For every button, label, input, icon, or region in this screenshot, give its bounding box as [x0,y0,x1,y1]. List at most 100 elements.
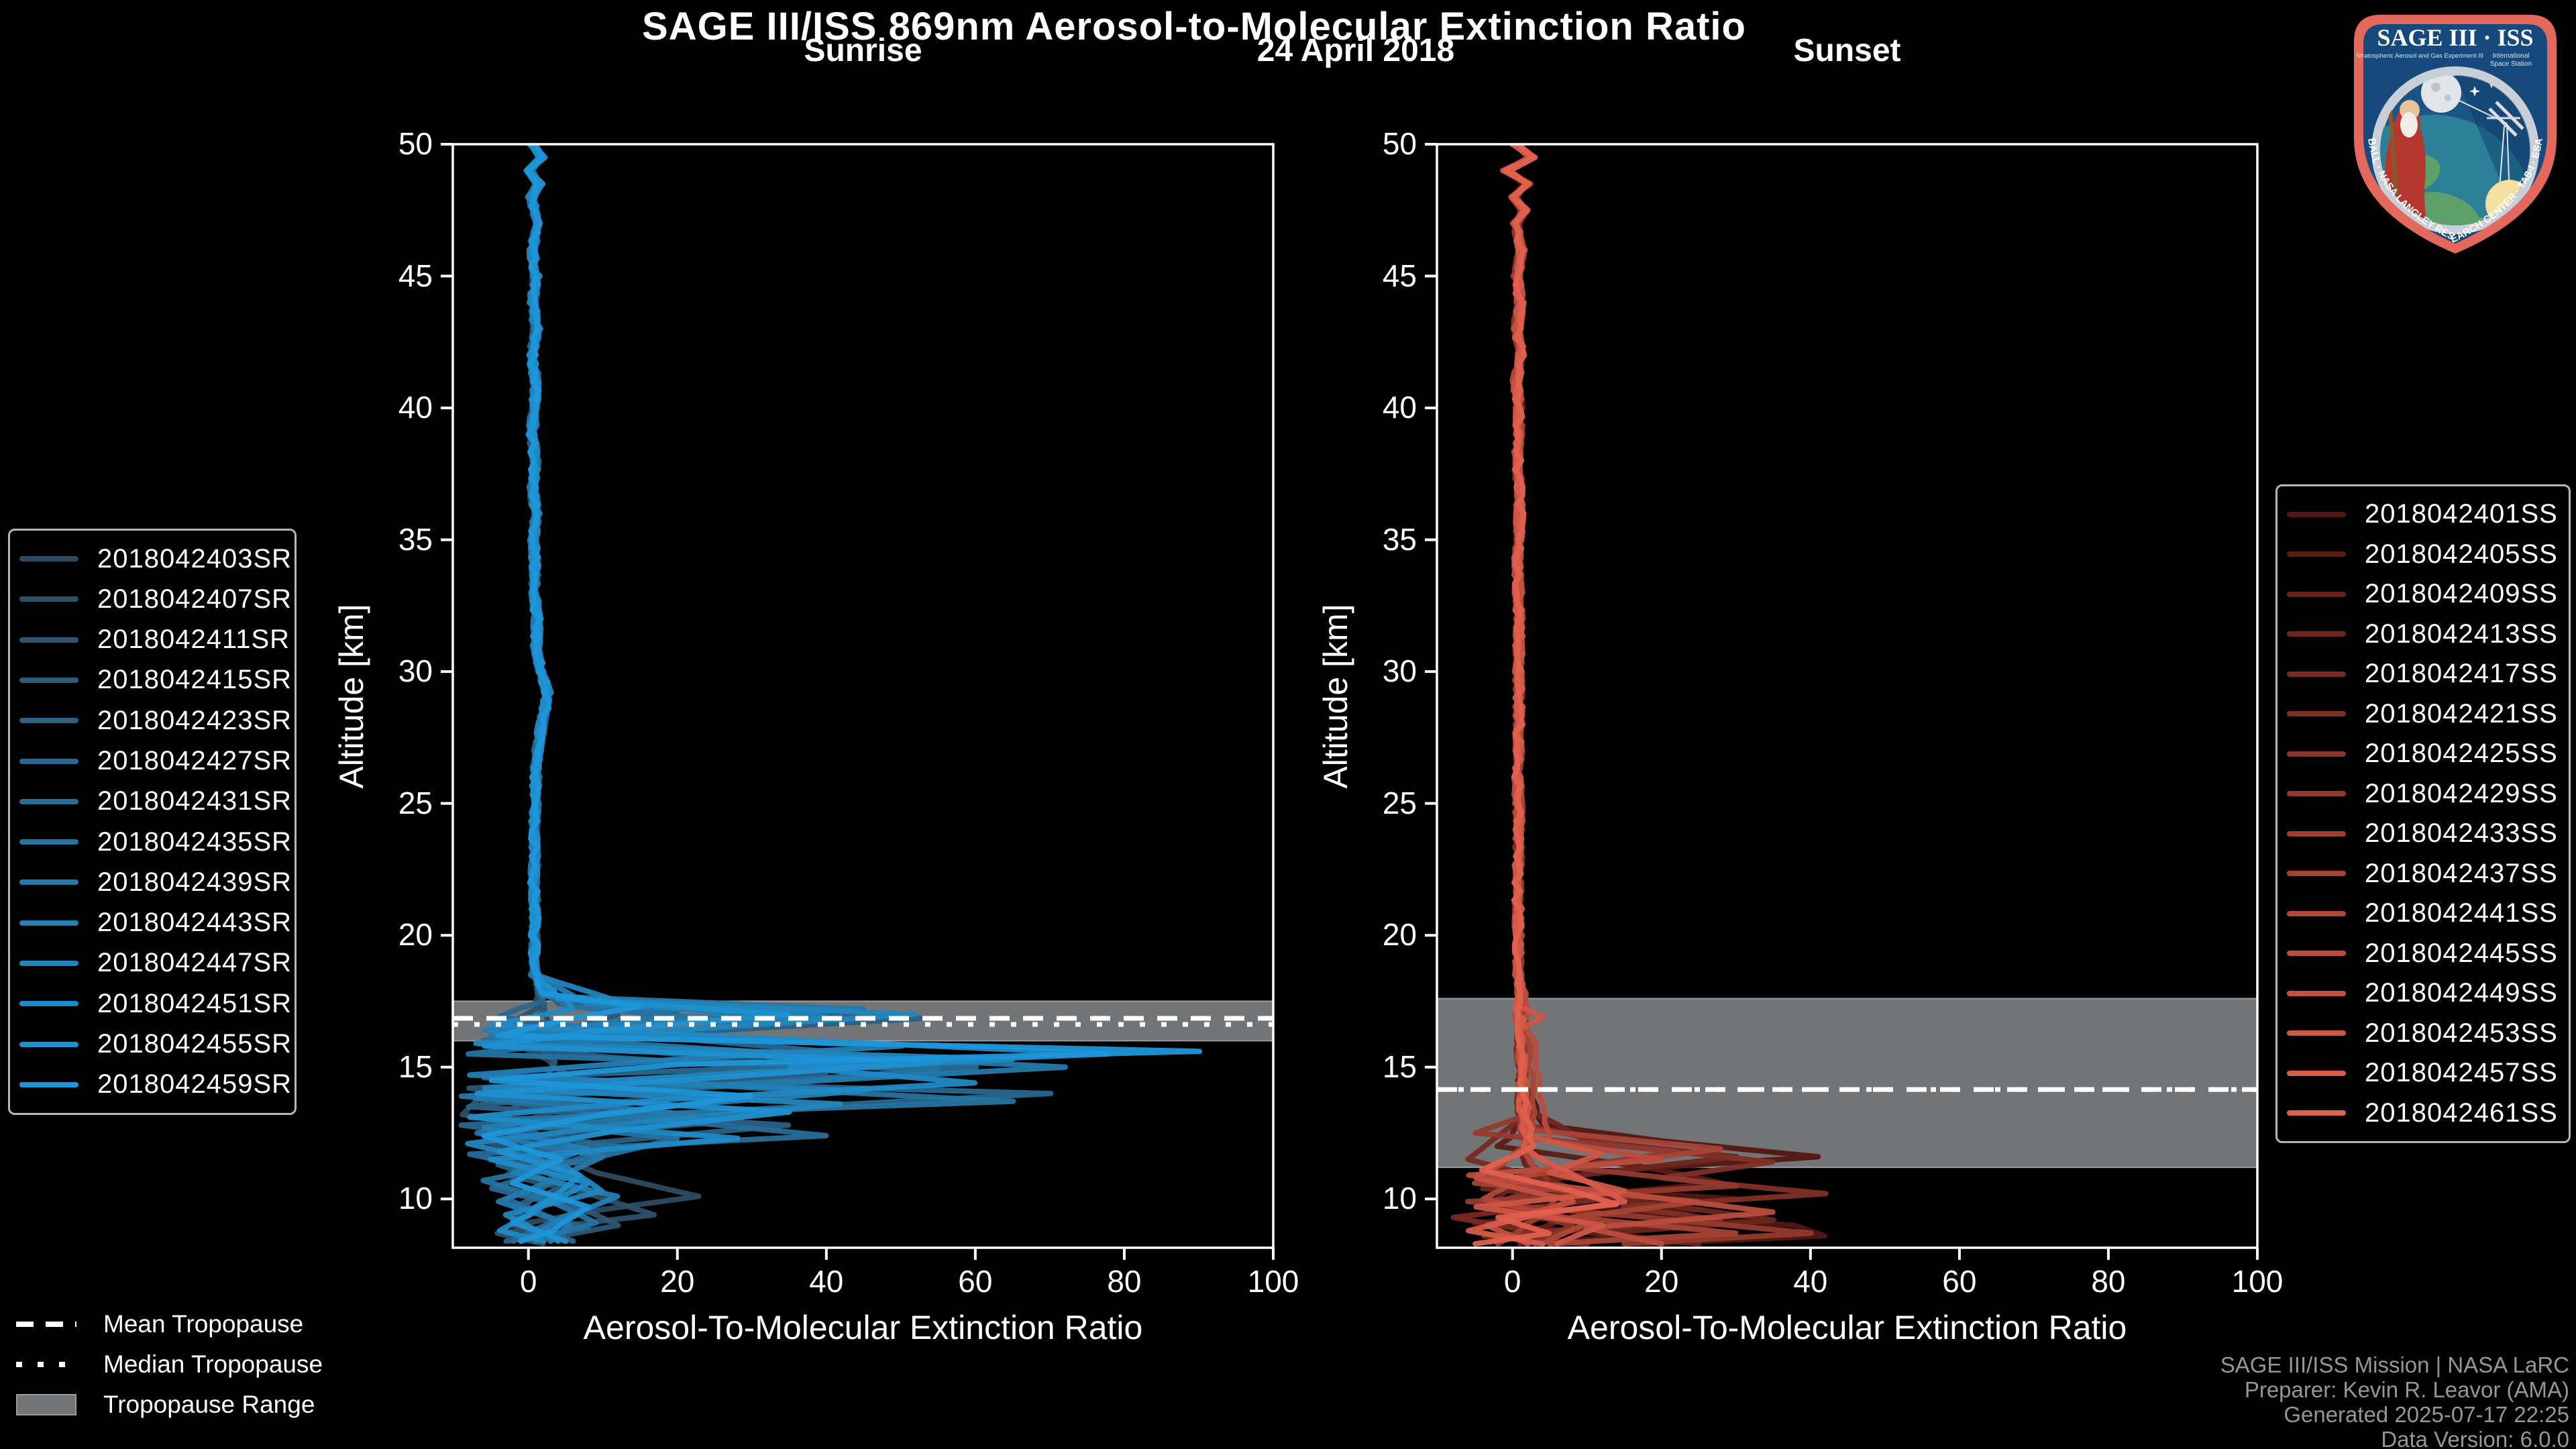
legend-line-sample [19,839,78,845]
legend-line-sample [19,1081,78,1087]
sunrise-y-tick-label: 35 [398,521,433,557]
sunrise-legend-item: 2018042439SR [19,867,291,898]
sunset-x-axis-label: Aerosol-To-Molecular Extinction Ratio [1567,1309,2127,1346]
sunset-tropopause-range-band [1436,998,2258,1169]
sunset-y-tick-label: 50 [1382,126,1417,161]
median-tropopause-legend-item: Median Tropopause [16,1350,323,1379]
sunrise-curve-2018042459SR [481,144,1203,1244]
credits: SAGE III/ISS Mission | NASA LaRC Prepare… [2220,1352,2569,1449]
sunset-curve-2018042461SS [1472,144,1619,1247]
tropopause-range-legend-item: Tropopause Range [16,1390,323,1419]
sunrise-y-tick-label: 25 [398,785,433,820]
sunrise-legend-item: 2018042403SR [19,544,291,574]
sunrise-x-tick-label: 80 [1107,1264,1142,1299]
sunrise-legend-item: 2018042455SR [19,1029,291,1059]
mean-tropopause-legend-item: Mean Tropopause [16,1309,323,1339]
legend-line-sample [19,879,78,885]
legend-line-sample [2287,631,2346,637]
legend-line-sample [19,637,78,643]
sunrise-x-tick-label: 20 [660,1264,695,1299]
legend-line-sample [2287,951,2346,957]
legend-event-label: 2018042461SS [2365,1097,2558,1128]
figure-title: SAGE III/ISS 869nm Aerosol-to-Molecular … [642,5,1746,48]
logo-subtitle-right-2: Space Station [2490,60,2532,68]
sunset-x-tick-label: 80 [2091,1264,2126,1299]
credit-generated: Generated 2025-07-17 22:25 [2284,1402,2569,1427]
sunset-legend: 2018042401SS 2018042405SS 2018042409SS 2018… [2275,484,2571,1143]
sunrise-x-axis-label: Aerosol-To-Molecular Extinction Ratio [583,1309,1143,1346]
sunset-legend-item: 2018042453SS [2287,1018,2559,1049]
legend-line-sample [19,677,78,683]
legend-event-label: 2018042447SR [97,948,292,978]
date-title: 24 April 2018 [1256,33,1455,68]
legend-event-label: 2018042401SS [2365,499,2558,529]
legend-event-label: 2018042427SR [97,746,292,776]
sunrise-y-tick-label: 40 [398,390,433,425]
sunset-legend-item: 2018042409SS [2287,579,2559,609]
legend-event-label: 2018042451SR [97,988,292,1018]
sunset-y-tick-label: 25 [1382,785,1417,820]
legend-event-label: 2018042413SS [2365,619,2558,649]
mission-logo-patch: SAGE III · ISS Stratospheric Aerosol and… [2354,15,2557,254]
legend-event-label: 2018042449SS [2365,978,2558,1008]
sunset-y-tick-label: 30 [1382,653,1417,689]
sunrise-legend-item: 2018042415SR [19,665,291,695]
sunrise-y-tick-label: 30 [398,653,433,689]
sunrise-y-axis-label: Altitude [km] [333,603,370,789]
sunset-legend-item: 2018042421SS [2287,699,2559,729]
legend-line-sample [19,1001,78,1007]
legend-line-sample [2287,1070,2346,1076]
legend-event-label: 2018042439SR [97,867,292,897]
sunset-legend-item: 2018042417SS [2287,659,2559,689]
sunrise-legend-item: 2018042451SR [19,989,291,1019]
legend-line-sample [19,556,78,562]
legend-event-label: 2018042429SS [2365,778,2558,808]
sunset-y-tick-label: 10 [1382,1181,1417,1216]
legend-line-sample [19,798,78,804]
sunset-y-tick-label: 40 [1382,390,1417,425]
sunset-x-tick-label: 20 [1644,1264,1679,1299]
sunrise-x-tick-label: 100 [1247,1264,1299,1299]
tropopause-range-label: Tropopause Range [103,1391,315,1418]
legend-event-label: 2018042433SS [2365,818,2558,849]
sunrise-y-tick-label: 45 [398,258,433,293]
legend-event-label: 2018042437SS [2365,858,2558,888]
sunset-legend-item: 2018042441SS [2287,898,2559,928]
sunset-legend-item: 2018042425SS [2287,739,2559,769]
legend-line-sample [2287,671,2346,677]
credit-mission: SAGE III/ISS Mission | NASA LaRC [2220,1352,2569,1377]
legend-line-sample [2287,1110,2346,1116]
legend-event-label: 2018042407SR [97,584,292,614]
legend-event-label: 2018042435SR [97,826,292,857]
sunset-legend-item: 2018042437SS [2287,859,2559,889]
sunrise-y-tick-label: 20 [398,917,433,953]
legend-line-sample [19,1041,78,1047]
sunset-x-tick-label: 60 [1942,1264,1977,1299]
sunrise-y-tick-label: 15 [398,1049,433,1084]
legend-line-sample [19,718,78,724]
legend-line-sample [19,960,78,966]
sunset-y-tick-label: 20 [1382,917,1417,953]
sunset-panel-title: Sunset [1793,33,1901,68]
sunset-y-tick-label: 45 [1382,258,1417,293]
legend-line-sample [2287,591,2346,597]
sunrise-legend-item: 2018042407SR [19,584,291,614]
sunset-y-tick-label: 15 [1382,1049,1417,1084]
sunset-x-tick-label: 40 [1793,1264,1828,1299]
sunrise-legend-item: 2018042443SR [19,908,291,938]
median-tropopause-line-sample [16,1362,76,1367]
legend-event-label: 2018042417SS [2365,659,2558,689]
legend-event-label: 2018042421SS [2365,698,2558,729]
credit-preparer: Preparer: Kevin R. Leavor (AMA) [2244,1377,2569,1402]
sunrise-legend-item: 2018042411SR [19,625,289,655]
legend-event-label: 2018042453SS [2365,1018,2558,1048]
legend-event-label: 2018042445SS [2365,938,2558,968]
sunrise-legend-item: 2018042447SR [19,948,291,978]
legend-line-sample [2287,511,2346,517]
legend-event-label: 2018042405SS [2365,539,2558,569]
legend-line-sample [2287,711,2346,717]
sunset-curves [1450,144,1829,1247]
sunset-legend-item: 2018042449SS [2287,978,2559,1008]
legend-event-label: 2018042425SS [2365,739,2558,769]
legend-line-sample [2287,791,2346,797]
